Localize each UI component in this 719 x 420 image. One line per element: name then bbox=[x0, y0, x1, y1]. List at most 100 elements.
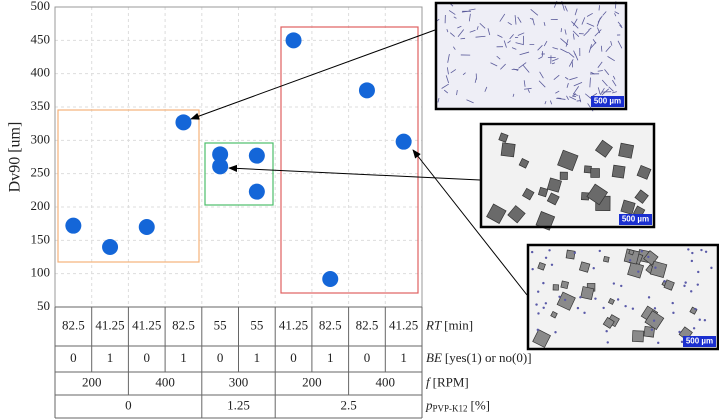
needle bbox=[578, 95, 582, 103]
speck bbox=[700, 248, 703, 252]
crystal bbox=[634, 189, 649, 204]
needle bbox=[573, 82, 583, 87]
needle bbox=[487, 28, 491, 36]
needle bbox=[574, 8, 578, 16]
data-point bbox=[212, 158, 229, 175]
speck bbox=[690, 259, 694, 263]
needle bbox=[549, 100, 553, 105]
needle bbox=[572, 33, 575, 40]
needle bbox=[468, 8, 476, 11]
needle bbox=[513, 68, 519, 71]
crystal bbox=[602, 255, 610, 263]
crystal bbox=[546, 177, 562, 193]
y-axis-label: Dv90 [um] bbox=[7, 122, 24, 193]
speck bbox=[694, 307, 697, 311]
speck bbox=[612, 282, 616, 285]
needle bbox=[511, 47, 517, 50]
y-tick-label: 500 bbox=[31, 0, 51, 13]
needle bbox=[614, 13, 617, 17]
needle bbox=[604, 69, 610, 76]
crystal bbox=[611, 164, 626, 179]
scale-bar-bg bbox=[683, 336, 716, 347]
crystal bbox=[550, 310, 558, 319]
table-cell: 1 bbox=[254, 350, 261, 365]
speck bbox=[542, 306, 545, 309]
table-cell: 0 bbox=[144, 350, 151, 365]
crystal bbox=[586, 183, 609, 206]
needle bbox=[600, 45, 603, 52]
row-label: RT [min] bbox=[425, 317, 473, 332]
needle bbox=[597, 27, 601, 34]
needle bbox=[512, 93, 515, 97]
crystal bbox=[557, 149, 579, 172]
needle bbox=[594, 29, 602, 37]
speck bbox=[606, 341, 609, 344]
needle bbox=[555, 90, 560, 94]
table-cell: 82.5 bbox=[172, 317, 195, 332]
row-symbol: f bbox=[426, 374, 432, 389]
needle bbox=[484, 86, 488, 92]
needle bbox=[446, 67, 449, 75]
data-point bbox=[212, 146, 229, 163]
speck bbox=[537, 312, 540, 315]
needle bbox=[551, 62, 556, 65]
table-cell: 0 bbox=[290, 350, 297, 365]
y-tick-label: 300 bbox=[31, 131, 51, 146]
needle bbox=[598, 5, 600, 11]
speck bbox=[650, 328, 654, 331]
y-tick-label: 50 bbox=[37, 298, 50, 313]
needle bbox=[462, 72, 466, 76]
needle bbox=[617, 21, 623, 27]
pointer-arrow bbox=[412, 149, 528, 296]
needle bbox=[515, 42, 524, 45]
speck bbox=[594, 297, 597, 300]
micrograph: 500 µm bbox=[479, 122, 656, 231]
needle bbox=[527, 89, 530, 93]
row-label: pPVP-K12 [%] bbox=[425, 397, 490, 413]
speck bbox=[683, 284, 686, 288]
speck bbox=[654, 266, 657, 269]
needle bbox=[588, 27, 592, 31]
data-point bbox=[395, 133, 412, 150]
needle bbox=[500, 63, 506, 70]
needle bbox=[572, 30, 580, 37]
crystal bbox=[559, 171, 568, 180]
speck bbox=[710, 266, 713, 270]
crystal bbox=[537, 261, 546, 271]
speck bbox=[691, 251, 694, 255]
speck bbox=[637, 270, 640, 273]
needle bbox=[551, 58, 559, 62]
speck bbox=[579, 296, 582, 299]
needle bbox=[617, 40, 623, 49]
needle bbox=[601, 79, 608, 87]
needle bbox=[450, 69, 457, 74]
micrograph-frame bbox=[434, 1, 628, 111]
needle bbox=[537, 45, 543, 51]
speck bbox=[598, 249, 601, 253]
needle bbox=[517, 32, 525, 36]
needle bbox=[538, 80, 546, 88]
needle bbox=[560, 48, 569, 54]
needle bbox=[614, 11, 620, 15]
needle bbox=[568, 59, 574, 67]
y-tick-label: 150 bbox=[31, 231, 51, 246]
needle bbox=[509, 34, 514, 40]
needle bbox=[524, 87, 532, 90]
needle bbox=[597, 61, 603, 69]
table-cell: 200 bbox=[82, 374, 102, 389]
needle bbox=[597, 70, 603, 72]
needle bbox=[449, 32, 455, 37]
speck bbox=[698, 318, 701, 321]
speck bbox=[652, 319, 656, 322]
needle bbox=[447, 53, 450, 63]
table-cell: 0 bbox=[70, 350, 77, 365]
needle bbox=[556, 97, 566, 100]
speck bbox=[647, 255, 650, 259]
speck bbox=[592, 267, 595, 270]
needle bbox=[448, 10, 456, 15]
needle bbox=[569, 96, 577, 101]
pointer-arrow bbox=[190, 29, 436, 120]
table-cell: 0 bbox=[217, 350, 224, 365]
needle bbox=[490, 62, 498, 67]
needle bbox=[581, 17, 586, 25]
